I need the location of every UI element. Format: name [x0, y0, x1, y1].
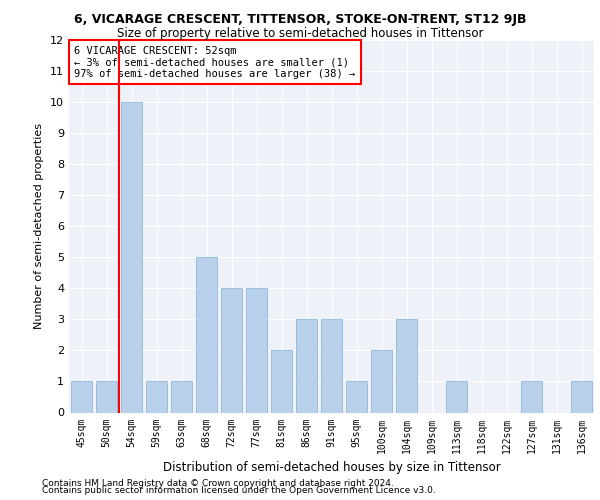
Bar — [346, 382, 367, 412]
Bar — [196, 258, 217, 412]
Bar — [221, 288, 242, 412]
Bar — [371, 350, 392, 412]
Bar — [96, 382, 117, 412]
Text: Contains public sector information licensed under the Open Government Licence v3: Contains public sector information licen… — [42, 486, 436, 495]
Bar — [296, 320, 317, 412]
Y-axis label: Number of semi-detached properties: Number of semi-detached properties — [34, 123, 44, 329]
Text: Contains HM Land Registry data © Crown copyright and database right 2024.: Contains HM Land Registry data © Crown c… — [42, 478, 394, 488]
Bar — [146, 382, 167, 412]
Bar — [171, 382, 192, 412]
Bar — [121, 102, 142, 412]
Bar — [271, 350, 292, 412]
Bar — [321, 320, 342, 412]
Text: Size of property relative to semi-detached houses in Tittensor: Size of property relative to semi-detach… — [117, 28, 483, 40]
Text: 6, VICARAGE CRESCENT, TITTENSOR, STOKE-ON-TRENT, ST12 9JB: 6, VICARAGE CRESCENT, TITTENSOR, STOKE-O… — [74, 12, 526, 26]
Bar — [446, 382, 467, 412]
Bar — [71, 382, 92, 412]
X-axis label: Distribution of semi-detached houses by size in Tittensor: Distribution of semi-detached houses by … — [163, 461, 500, 474]
Bar — [246, 288, 267, 412]
Bar — [396, 320, 417, 412]
Text: 6 VICARAGE CRESCENT: 52sqm
← 3% of semi-detached houses are smaller (1)
97% of s: 6 VICARAGE CRESCENT: 52sqm ← 3% of semi-… — [74, 46, 355, 79]
Bar — [571, 382, 592, 412]
Bar — [521, 382, 542, 412]
